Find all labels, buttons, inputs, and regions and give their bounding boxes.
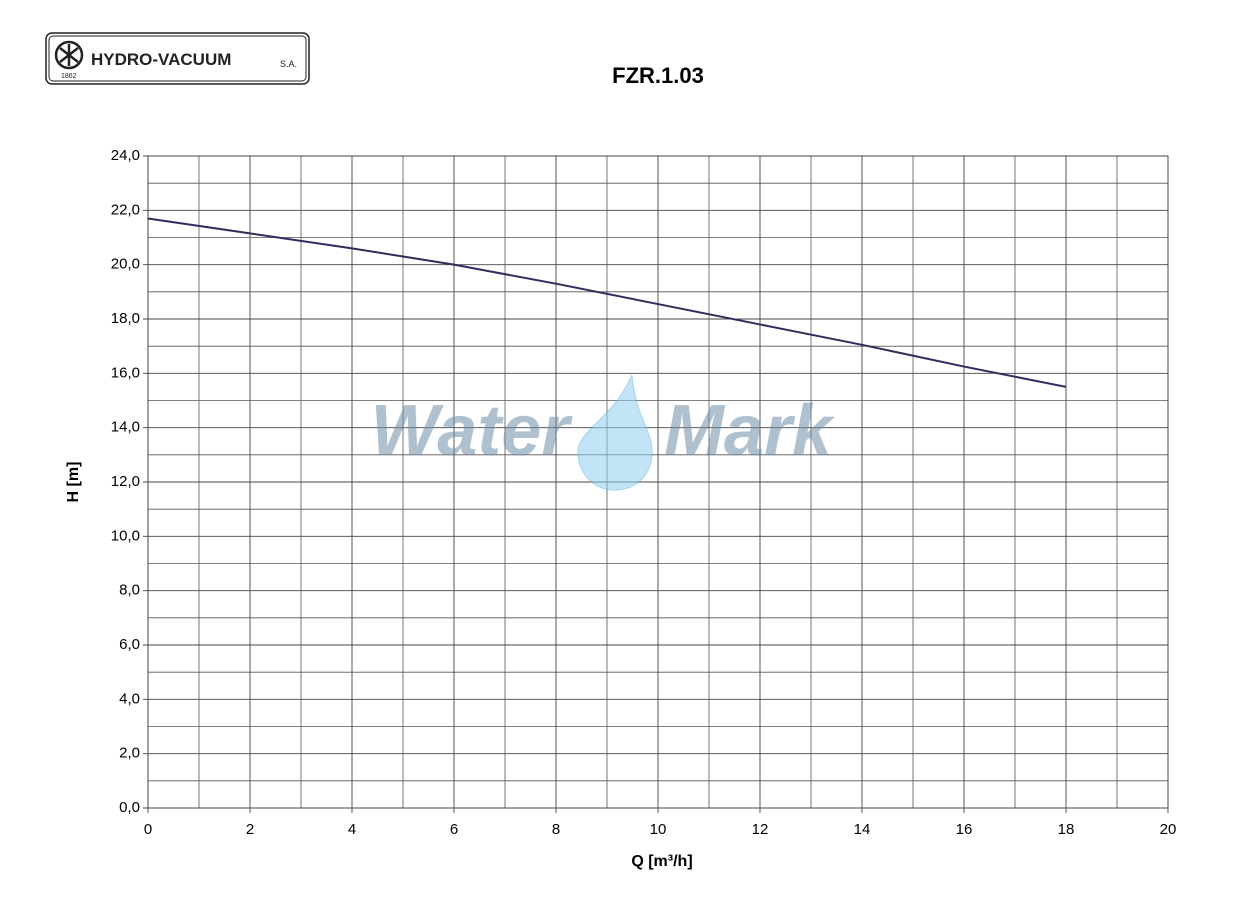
x-tick-label: 14 xyxy=(854,821,871,838)
x-tick-label: 20 xyxy=(1160,821,1177,838)
y-tick-label: 4,0 xyxy=(119,690,140,707)
series-line xyxy=(147,217,1067,388)
x-tick-label: 2 xyxy=(246,821,254,838)
x-axis-label: Q [m³/h] xyxy=(631,853,692,870)
logo: HYDRO-VACUUM S.A. 1862 xyxy=(45,32,310,85)
x-tick-label: 8 xyxy=(552,821,560,838)
y-tick-label: 2,0 xyxy=(119,745,140,762)
logo-name: HYDRO-VACUUM xyxy=(91,50,231,69)
watermark-word: Mark xyxy=(664,391,836,471)
x-tick-label: 0 xyxy=(144,821,152,838)
y-tick-label: 22,0 xyxy=(111,201,140,218)
logo-frame-inner xyxy=(48,35,307,82)
y-tick-label: 16,0 xyxy=(111,364,140,381)
y-tick-label: 24,0 xyxy=(111,147,140,164)
logo-frame xyxy=(45,32,310,85)
x-tick-label: 18 xyxy=(1058,821,1075,838)
plot: 0 2 4 6 8 10 12 14 16 18 20 0,0 2,0 4,0 6,0 8,0 10,0 12,0… xyxy=(111,147,1177,838)
y-tick-label: 20,0 xyxy=(111,256,140,273)
logo-icon xyxy=(54,40,84,70)
logo-year: 1862 xyxy=(61,73,77,80)
y-tick-label: 8,0 xyxy=(119,582,140,599)
y-axis-label: H [m] xyxy=(65,462,82,503)
x-tick-label: 12 xyxy=(752,821,769,838)
x-tick-label: 10 xyxy=(650,821,667,838)
y-tick-label: 0,0 xyxy=(119,799,140,816)
chart-title: FZR.1.03 xyxy=(612,63,704,88)
y-tick-label: 6,0 xyxy=(119,636,140,653)
grid xyxy=(143,155,1169,813)
logo-icon-mark xyxy=(59,44,79,66)
logo-suffix: S.A. xyxy=(280,59,297,69)
watermark-word: Water xyxy=(371,391,574,471)
y-tick-label: 14,0 xyxy=(111,419,140,436)
y-tick-label: 12,0 xyxy=(111,473,140,490)
plot-frame xyxy=(147,155,1169,809)
y-tick-label: 18,0 xyxy=(111,310,140,327)
y-tick-label: 10,0 xyxy=(111,527,140,544)
x-tick-label: 6 xyxy=(450,821,458,838)
x-tick-label: 16 xyxy=(956,821,973,838)
watermark-drop xyxy=(577,374,653,491)
x-tick-label: 4 xyxy=(348,821,356,838)
watermark: Water Mark xyxy=(371,374,836,491)
